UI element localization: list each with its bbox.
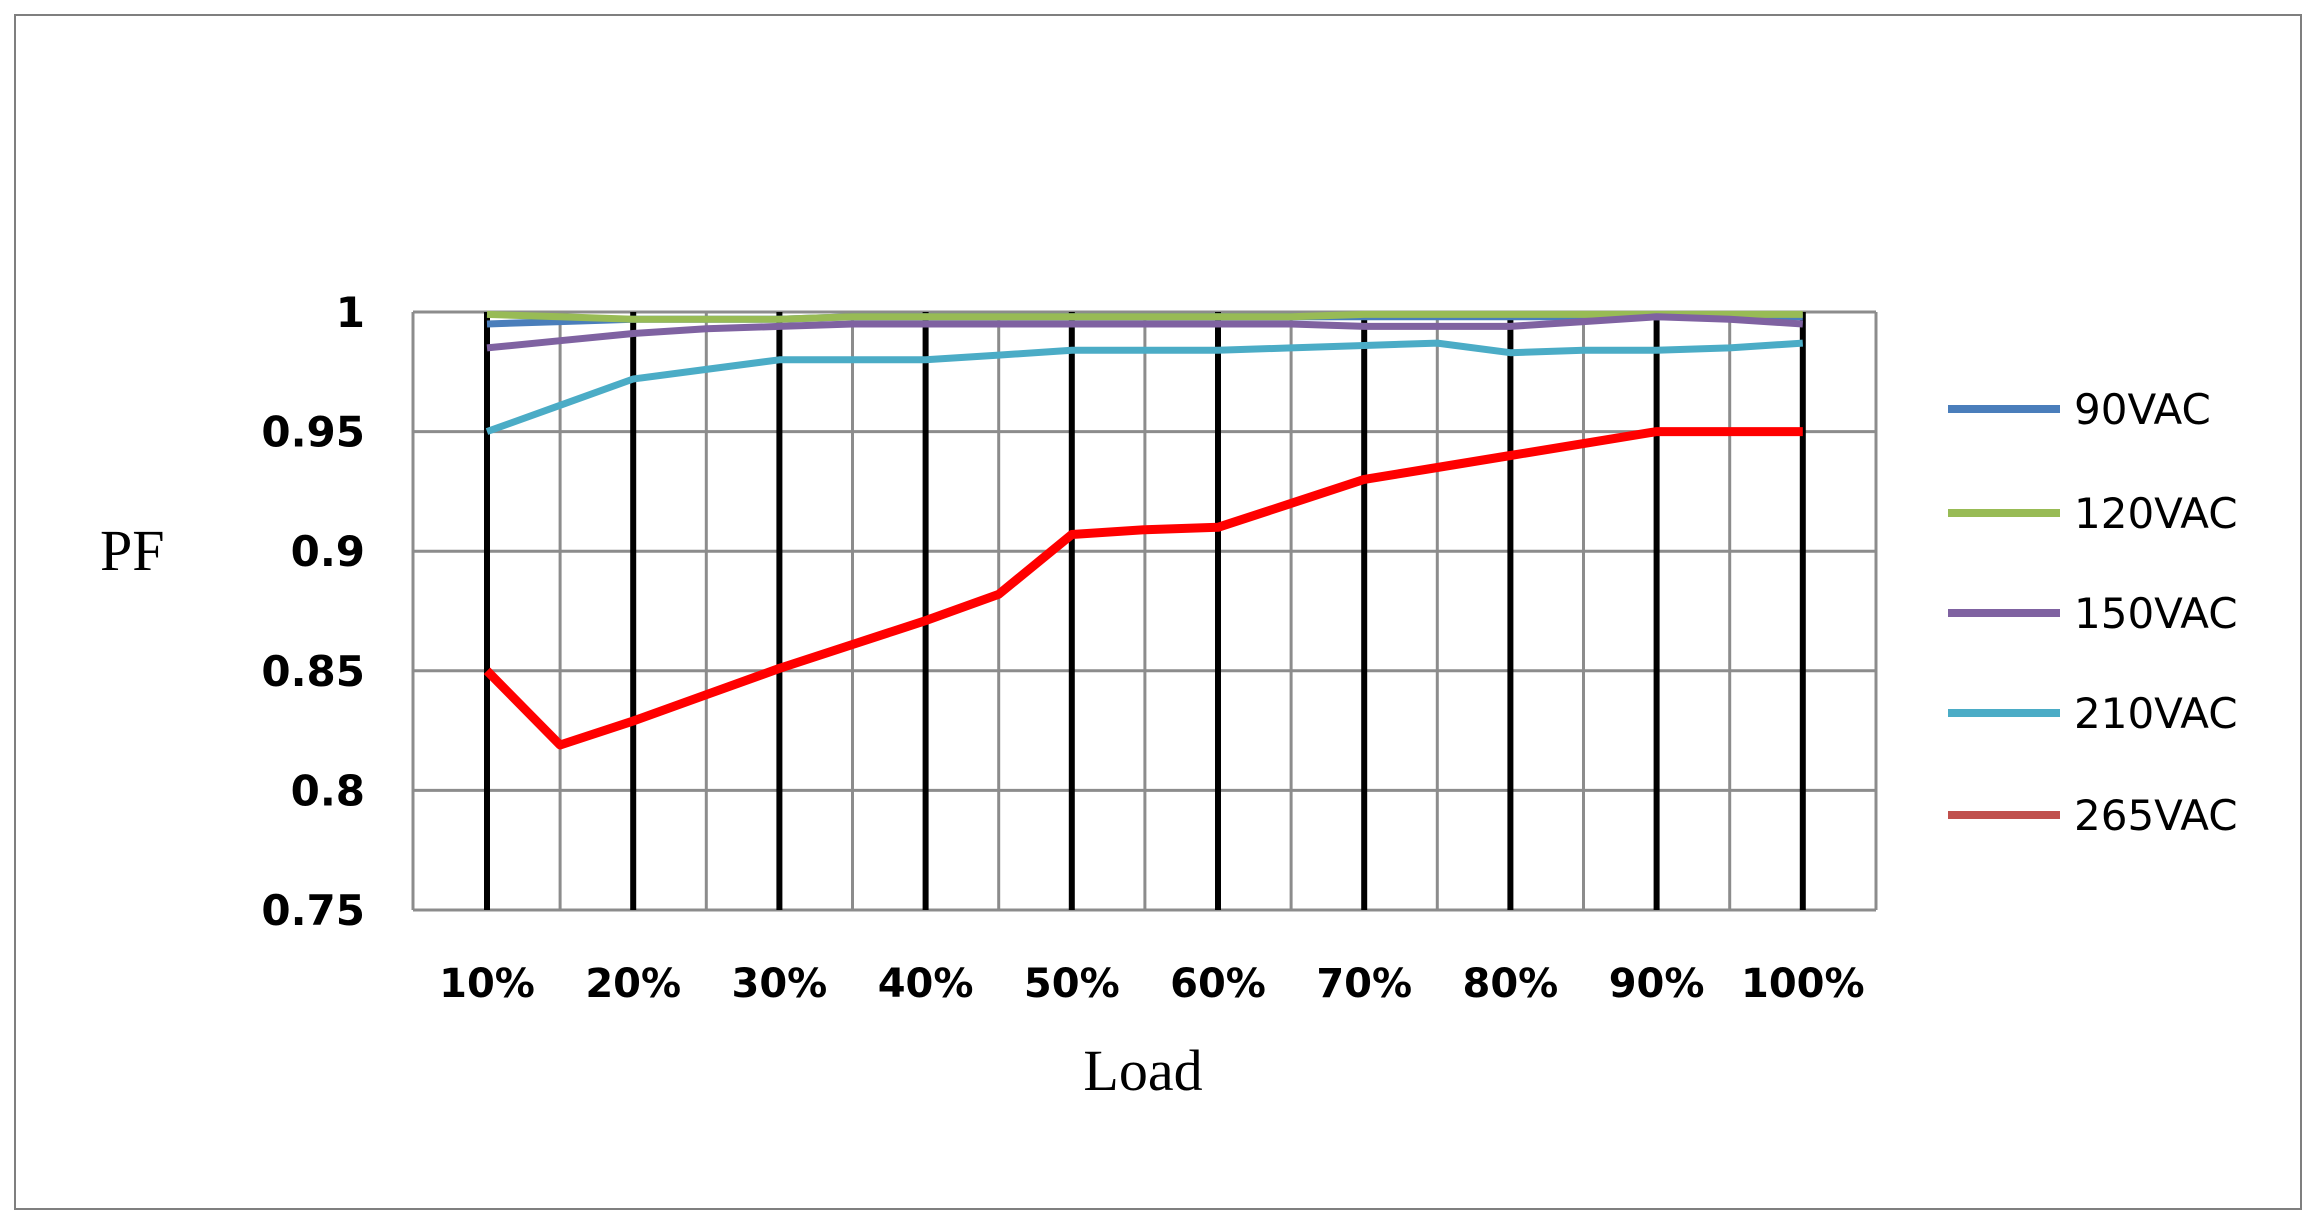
major-vertical-lines	[484, 312, 1806, 910]
x-tick-label: 70%	[1316, 961, 1412, 1007]
legend-label-150vac: 150VAC	[2074, 589, 2238, 638]
legend-label-210vac: 210VAC	[2074, 689, 2238, 738]
x-tick-label: 50%	[1024, 961, 1120, 1007]
series-line-210vac	[485, 339, 1804, 435]
legend-label-265vac: 265VAC	[2074, 791, 2238, 840]
y-tick-label: 0.85	[261, 647, 365, 696]
series-lines	[483, 310, 1804, 750]
x-tick-label: 10%	[439, 961, 535, 1007]
x-tick-label: 90%	[1609, 961, 1705, 1007]
x-axis-ticks: 10% 20% 30% 40% 50% 60% 70% 80% 90% 100%	[439, 961, 1864, 1007]
y-axis-ticks: 1 0.95 0.9 0.85 0.8 0.75	[261, 288, 365, 935]
y-tick-label: 0.95	[261, 408, 365, 457]
x-tick-label: 80%	[1463, 961, 1559, 1007]
y-axis-title: PF	[100, 518, 165, 583]
x-tick-label: 30%	[732, 961, 828, 1007]
y-tick-label: 0.9	[291, 527, 365, 576]
chart-frame	[14, 14, 2302, 1210]
y-tick-label: 1	[336, 288, 365, 337]
legend: 90VAC 120VAC 150VAC 210VAC 265VAC	[1948, 385, 2238, 840]
series-line-120vac	[486, 310, 1803, 323]
x-tick-label: 100%	[1741, 961, 1865, 1007]
x-tick-label: 40%	[878, 961, 974, 1007]
series-line-150vac	[486, 313, 1804, 352]
legend-label-90vac: 90VAC	[2074, 385, 2211, 434]
y-tick-label: 0.75	[261, 886, 365, 935]
x-tick-label: 60%	[1170, 961, 1266, 1007]
legend-label-120vac: 120VAC	[2074, 489, 2238, 538]
y-tick-label: 0.8	[291, 766, 365, 815]
x-axis-title: Load	[1083, 1038, 1202, 1103]
series-line-265vac	[483, 427, 1803, 750]
x-tick-label: 20%	[585, 961, 681, 1007]
